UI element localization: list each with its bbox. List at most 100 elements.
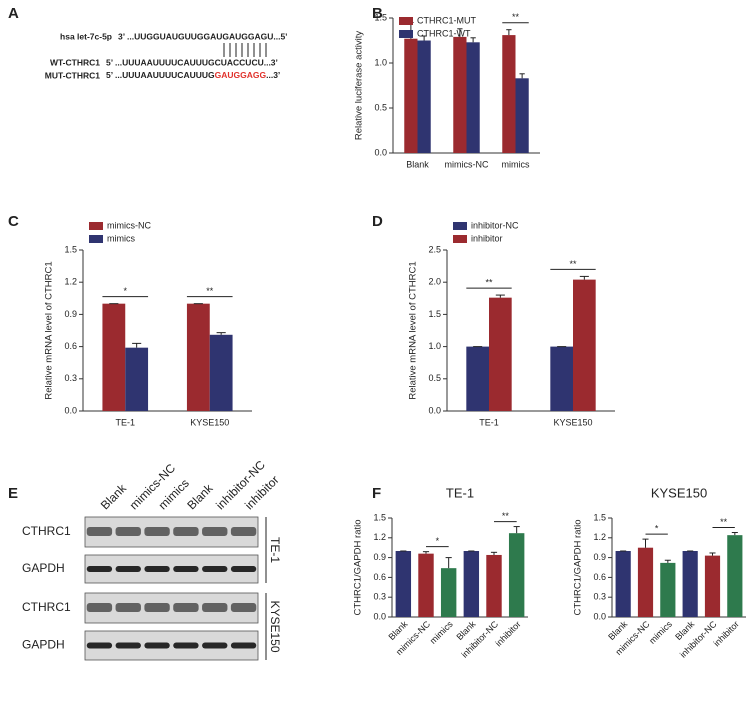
band (173, 603, 199, 612)
panel-label: D (372, 213, 383, 230)
y-axis-label: Relative luciferase activity (354, 31, 365, 141)
y-tick-label: 0.9 (373, 552, 386, 562)
band (202, 642, 228, 649)
panel-label: E (8, 485, 18, 502)
y-tick-label: 2.5 (428, 244, 441, 254)
y-tick-label: 0.6 (64, 341, 77, 351)
row-label: CTHRC1 (22, 600, 71, 614)
y-tick-label: 0.0 (373, 611, 386, 621)
bar (486, 554, 502, 617)
bar (550, 346, 573, 411)
y-tick-label: 0.0 (428, 405, 441, 415)
bar (637, 547, 654, 617)
sequence-part: ...3’ (266, 70, 280, 80)
x-tick-label: KYSE150 (553, 417, 592, 427)
y-tick-label: 0.6 (593, 572, 606, 582)
y-tick-label: 1.2 (593, 532, 606, 542)
y-tick-label: 1.2 (373, 532, 386, 542)
row-label: GAPDH (22, 638, 65, 652)
bar (515, 78, 529, 153)
sequence: 5’ ...UUUAAUUUUCAUUUGCUACCUCU...3’ (106, 57, 278, 67)
sequence: 3’ ...UUGGUAUGUUGGAUGAUGGAGU...5’ (118, 31, 288, 41)
bar (489, 297, 512, 411)
legend-swatch (89, 235, 103, 243)
significance-label: ** (502, 511, 510, 521)
western-blot: Blankmimics-NCmimicsBlankinhibitor-NCinh… (22, 457, 282, 661)
band (202, 527, 228, 536)
row-label: CTHRC1 (22, 524, 71, 538)
bar (660, 562, 676, 617)
y-tick-label: 2.0 (428, 277, 441, 287)
band (202, 603, 228, 612)
lane-label: Blank (98, 481, 130, 513)
seq-name: WT-CTHRC1 (50, 57, 100, 67)
chart-title: KYSE150 (651, 485, 707, 500)
x-tick-label: TE-1 (115, 417, 135, 427)
y-tick-label: 1.0 (428, 341, 441, 351)
seq-name: MUT-CTHRC1 (45, 70, 101, 80)
legend-swatch (399, 17, 413, 25)
bar (186, 303, 210, 411)
bar (502, 35, 516, 153)
y-tick-label: 0.6 (373, 572, 386, 582)
significance-label: ** (720, 517, 728, 527)
group-label: TE-1 (268, 537, 282, 563)
x-tick-label: mimics (647, 619, 674, 646)
group-label: KYSE150 (268, 600, 282, 652)
band (230, 527, 257, 536)
band (115, 642, 141, 649)
band (202, 566, 228, 572)
blot-strip (84, 592, 259, 624)
significance-label: * (436, 536, 440, 546)
band (86, 603, 113, 612)
panel-label: C (8, 213, 19, 230)
x-tick-label: TE-1 (479, 417, 499, 427)
bar (209, 334, 233, 411)
y-tick-label: 1.5 (373, 512, 386, 522)
legend-label: CTHRC1-WT (417, 28, 471, 38)
significance-label: ** (206, 286, 214, 296)
y-tick-label: 0.9 (64, 309, 77, 319)
legend-swatch (453, 235, 467, 243)
legend-label: inhibitor (471, 233, 503, 243)
blot-strip (84, 516, 259, 548)
bar (102, 303, 126, 411)
sequence-part: 5’ ...UUUAAUUUUCAUUUG (106, 70, 215, 80)
pairing-lines (223, 43, 267, 57)
band (115, 527, 141, 536)
legend-swatch (89, 222, 103, 230)
y-tick-label: 0.5 (428, 373, 441, 383)
bar (418, 553, 434, 617)
y-tick-label: 1.0 (374, 57, 387, 67)
band (230, 642, 257, 649)
bar (463, 551, 480, 617)
bar (704, 555, 721, 617)
band (144, 566, 170, 572)
legend-label: inhibitor-NC (471, 220, 519, 230)
y-axis-label: CTHRC1/GAPDH ratio (573, 519, 584, 615)
bar (727, 535, 743, 617)
y-axis-label: Relative mRNA level of CTHRC1 (408, 261, 419, 399)
y-tick-label: 0.0 (374, 147, 387, 157)
y-tick-label: 0.9 (593, 552, 606, 562)
band (86, 566, 113, 572)
y-tick-label: 0.3 (373, 592, 386, 602)
band (86, 527, 113, 536)
band (144, 642, 170, 649)
band (173, 566, 199, 572)
mutated-part: GAUGGAGG (215, 70, 267, 80)
y-tick-label: 1.2 (64, 277, 77, 287)
panel-label: F (372, 485, 381, 502)
bar (573, 279, 596, 411)
legend-swatch (399, 30, 413, 38)
x-tick-label: KYSE150 (190, 417, 229, 427)
bar (453, 36, 467, 153)
band (144, 527, 170, 536)
significance-label: ** (569, 259, 577, 269)
x-tick-label: inhibitor (712, 619, 741, 648)
bar (395, 551, 412, 617)
band (115, 603, 141, 612)
chart-title: TE-1 (446, 485, 474, 500)
